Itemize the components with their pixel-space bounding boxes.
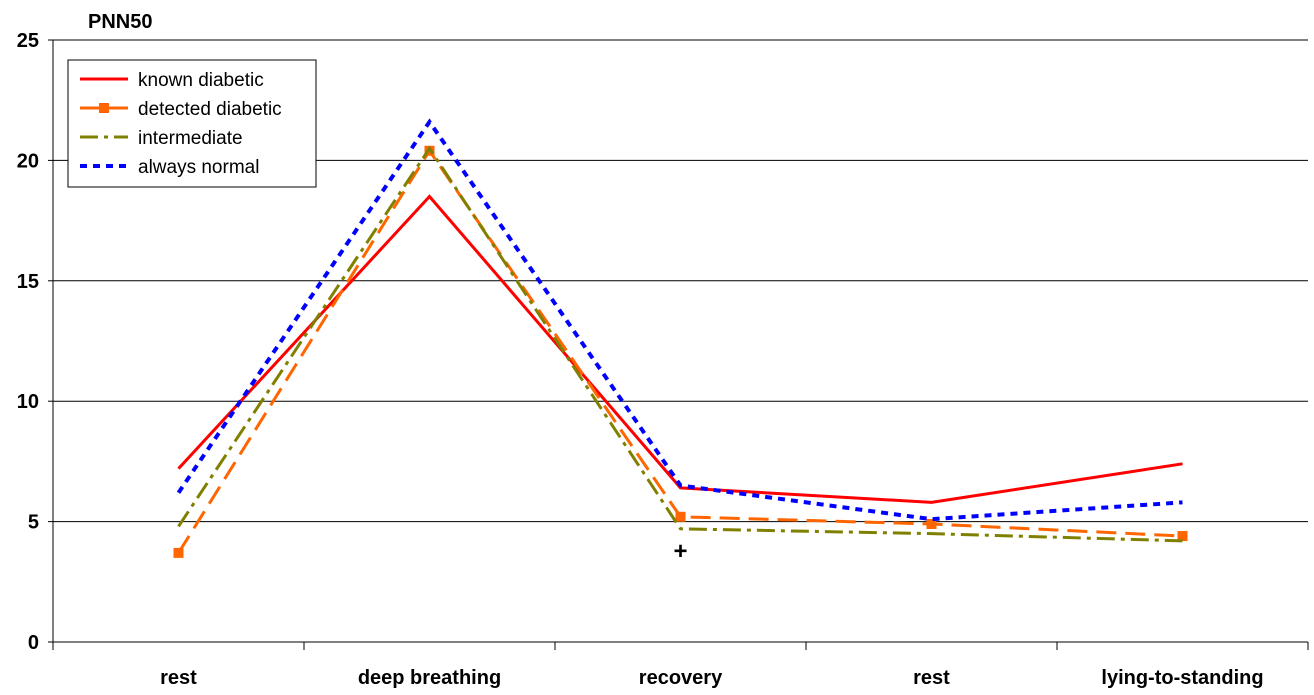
x-tick-labels: rest deep breathing recovery rest lying-to-s… (160, 667, 1263, 689)
legend: known diabetic detected diabetic intermedi… (67, 59, 317, 188)
annotation-plus: + (673, 538, 687, 565)
x-tick-label: lying-to-standing (1101, 667, 1263, 689)
chart-title: PNN50 (88, 11, 152, 33)
y-tick-label: 20 (17, 150, 39, 172)
series-lines (173, 118, 1188, 558)
series-line-1 (177, 148, 1183, 554)
axes (48, 39, 1309, 650)
series-marker (1177, 531, 1188, 542)
y-tick-label: 0 (28, 632, 39, 654)
y-tick-labels: 0 5 10 15 20 25 (17, 30, 39, 654)
legend-label: known diabetic (138, 70, 264, 91)
legend-label: always normal (138, 157, 259, 178)
legend-label: detected diabetic (138, 99, 282, 120)
legend-marker (99, 103, 109, 113)
series-marker (675, 511, 686, 522)
y-tick-label: 5 (28, 512, 39, 534)
series-marker (926, 519, 937, 530)
y-tick-label: 15 (17, 271, 39, 293)
x-tick-label: rest (913, 667, 950, 689)
series-marker (173, 547, 184, 558)
y-tick-label: 10 (17, 391, 39, 413)
legend-label: intermediate (138, 128, 243, 149)
series-line-0 (177, 194, 1183, 504)
x-tick-label: recovery (639, 667, 723, 689)
y-tick-label: 25 (17, 30, 39, 52)
x-tick-label: deep breathing (358, 667, 501, 689)
x-tick-label: rest (160, 667, 197, 689)
series-line-3 (176, 118, 1183, 522)
series-line-2 (177, 145, 1183, 543)
